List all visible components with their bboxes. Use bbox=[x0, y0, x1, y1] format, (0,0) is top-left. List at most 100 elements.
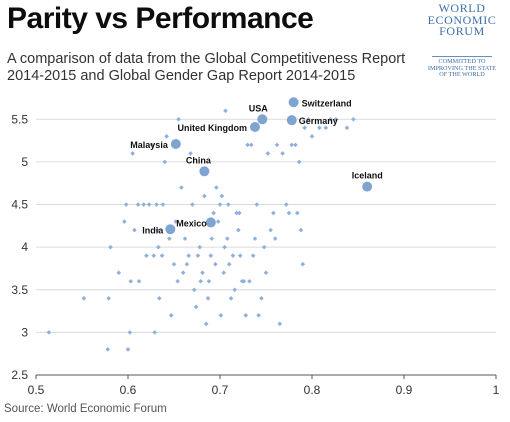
data-point bbox=[213, 261, 218, 267]
data-point bbox=[182, 236, 188, 241]
y-tick-label: 4 bbox=[21, 240, 28, 254]
y-tick-label: 3.5 bbox=[11, 283, 28, 297]
y-tick-label: 4.5 bbox=[11, 198, 28, 212]
data-point bbox=[328, 117, 333, 122]
data-point bbox=[168, 313, 174, 318]
data-point bbox=[173, 219, 179, 224]
data-point bbox=[171, 261, 177, 267]
data-point bbox=[217, 202, 223, 207]
data-point bbox=[154, 202, 159, 207]
y-tick-label: 3 bbox=[21, 325, 28, 339]
data-point bbox=[243, 313, 249, 318]
highlight-point bbox=[170, 139, 181, 150]
data-point bbox=[211, 210, 216, 216]
country-label: USA bbox=[249, 103, 269, 113]
data-point bbox=[241, 278, 247, 284]
y-tick-label: 2.5 bbox=[11, 368, 28, 382]
country-label: Iceland bbox=[352, 171, 383, 181]
data-point bbox=[247, 278, 252, 284]
data-point bbox=[136, 278, 142, 284]
data-point bbox=[289, 142, 295, 148]
data-point bbox=[122, 219, 127, 224]
chart-title: Parity vs Performance bbox=[7, 2, 314, 35]
data-point bbox=[159, 253, 165, 258]
data-point bbox=[116, 270, 122, 276]
data-point bbox=[160, 202, 166, 207]
data-point bbox=[128, 278, 134, 284]
data-point bbox=[268, 227, 273, 233]
data-point bbox=[191, 287, 197, 293]
data-point bbox=[130, 151, 135, 156]
highlighted-points: USA Switzerland United Kingdom Germany Malay… bbox=[130, 97, 383, 235]
data-point bbox=[265, 151, 271, 156]
data-point bbox=[300, 261, 306, 267]
data-point bbox=[298, 227, 304, 233]
highlight-point bbox=[257, 114, 268, 125]
logo-rule bbox=[432, 56, 492, 57]
data-point bbox=[46, 330, 52, 335]
data-point bbox=[237, 210, 242, 216]
data-point bbox=[294, 210, 300, 216]
data-point bbox=[223, 108, 228, 114]
data-point bbox=[193, 304, 199, 310]
highlight-point bbox=[249, 121, 260, 132]
data-point bbox=[162, 159, 168, 165]
data-point bbox=[351, 117, 356, 122]
data-point bbox=[208, 253, 214, 258]
highlight-point bbox=[199, 166, 210, 177]
data-point bbox=[237, 253, 243, 258]
data-point bbox=[180, 270, 186, 276]
data-point bbox=[245, 142, 250, 148]
axes: 2.5 3 3.5 4 4.5 5 5.5 0.5 0.6 0.7 0.8 0.9 1 bbox=[11, 112, 499, 397]
data-point bbox=[323, 125, 329, 131]
data-point bbox=[206, 278, 212, 284]
data-point bbox=[203, 321, 209, 327]
data-point bbox=[209, 236, 215, 241]
data-point bbox=[164, 134, 169, 139]
data-point bbox=[141, 202, 146, 207]
data-point bbox=[333, 117, 339, 122]
data-point bbox=[175, 278, 180, 284]
data-point bbox=[286, 210, 292, 216]
data-point bbox=[127, 330, 133, 335]
data-point bbox=[81, 295, 87, 301]
data-point bbox=[190, 202, 195, 207]
data-point bbox=[317, 125, 322, 131]
country-label: Germany bbox=[299, 116, 338, 126]
data-point bbox=[205, 295, 211, 301]
data-point bbox=[277, 321, 283, 327]
x-tick-label: 1 bbox=[493, 383, 500, 397]
y-tick-label: 5 bbox=[21, 155, 28, 169]
data-point bbox=[306, 117, 311, 122]
data-point bbox=[197, 244, 203, 250]
data-point bbox=[232, 287, 238, 293]
data-point bbox=[259, 295, 264, 301]
gridlines bbox=[36, 118, 496, 333]
data-point bbox=[179, 185, 184, 190]
data-point bbox=[293, 142, 298, 148]
data-point bbox=[198, 278, 203, 284]
data-point bbox=[226, 261, 232, 267]
data-point bbox=[215, 219, 221, 224]
highlight-point bbox=[205, 217, 216, 228]
highlight-point bbox=[362, 181, 373, 192]
highlight-point bbox=[286, 115, 297, 126]
data-point bbox=[280, 151, 285, 156]
x-tick-label: 0.9 bbox=[396, 383, 413, 397]
data-point bbox=[125, 347, 131, 352]
wef-logo: WORLD ECONOMIC FORUM COMMITTED TO IMPROV… bbox=[418, 2, 506, 81]
data-point bbox=[151, 253, 157, 258]
data-point bbox=[225, 202, 231, 207]
x-tick-label: 0.8 bbox=[304, 383, 321, 397]
data-point bbox=[254, 202, 260, 207]
country-label: Switzerland bbox=[302, 98, 352, 108]
data-point bbox=[302, 125, 307, 131]
data-point bbox=[155, 227, 160, 233]
highlight-point bbox=[165, 224, 176, 235]
country-label: Mexico bbox=[176, 218, 207, 228]
data-point bbox=[219, 193, 225, 199]
data-point bbox=[230, 253, 236, 258]
country-label: United Kingdom bbox=[177, 123, 247, 133]
data-point bbox=[256, 313, 261, 318]
x-tick-label: 0.7 bbox=[212, 383, 229, 397]
